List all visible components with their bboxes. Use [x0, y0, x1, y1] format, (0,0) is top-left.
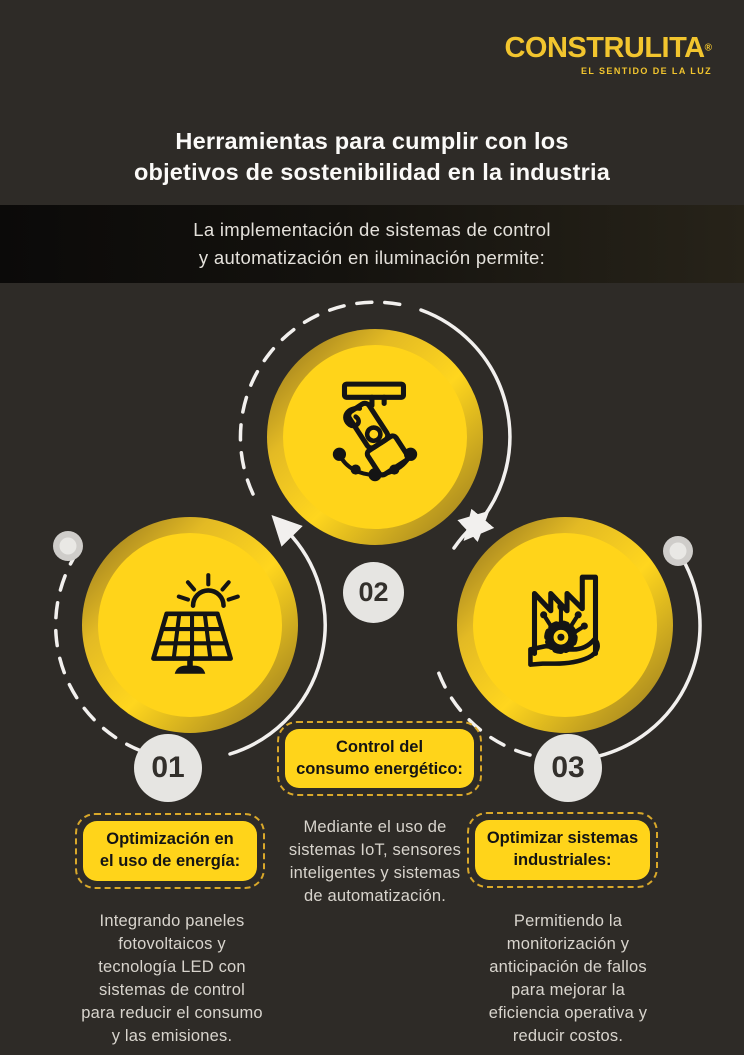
arc-end-dot — [53, 531, 693, 566]
security-camera-icon — [332, 381, 418, 482]
factory-automation-icon — [528, 574, 600, 667]
intro-band: La implementación de sistemas de control… — [0, 205, 744, 283]
step-circle-03 — [457, 517, 673, 733]
step-label-02: Control del consumo energético: — [285, 729, 474, 788]
page-title: Herramientas para cumplir con los objeti… — [133, 127, 611, 186]
step-number-badge-01: 01 — [134, 734, 202, 802]
brand-tagline: EL SENTIDO DE LA LUZ — [580, 66, 712, 76]
step-label-03: Optimizar sistemas industriales: — [475, 820, 650, 880]
step-number-badge-03: 03 — [534, 734, 602, 802]
brand-name: CONSTRULITA — [504, 32, 705, 64]
brand-logo: CONSTRULITA® EL SENTIDO DE LA LUZ — [504, 32, 712, 77]
step-label-pill-02: Control del consumo energético: — [277, 721, 482, 796]
step-circle-01 — [82, 517, 298, 733]
step-label-pill-03: Optimizar sistemas industriales: — [467, 812, 658, 888]
step-circle-02 — [267, 329, 483, 545]
step-number-badge-02: 02 — [343, 562, 404, 623]
step-label-pill-01: Optimización en el uso de energía: — [75, 813, 265, 889]
step-description-03: Permitiendo la monitorización y anticipa… — [488, 912, 648, 1046]
solar-panel-icon — [151, 573, 240, 674]
intro-text: La implementación de sistemas de control… — [193, 219, 551, 268]
step-description-02: Mediante el uso de sistemas IoT, sensore… — [288, 818, 462, 906]
step-label-01: Optimización en el uso de energía: — [83, 821, 257, 881]
registered-mark: ® — [704, 42, 712, 54]
step-description-01: Integrando paneles fotovoltaicos y tecno… — [81, 912, 263, 1046]
